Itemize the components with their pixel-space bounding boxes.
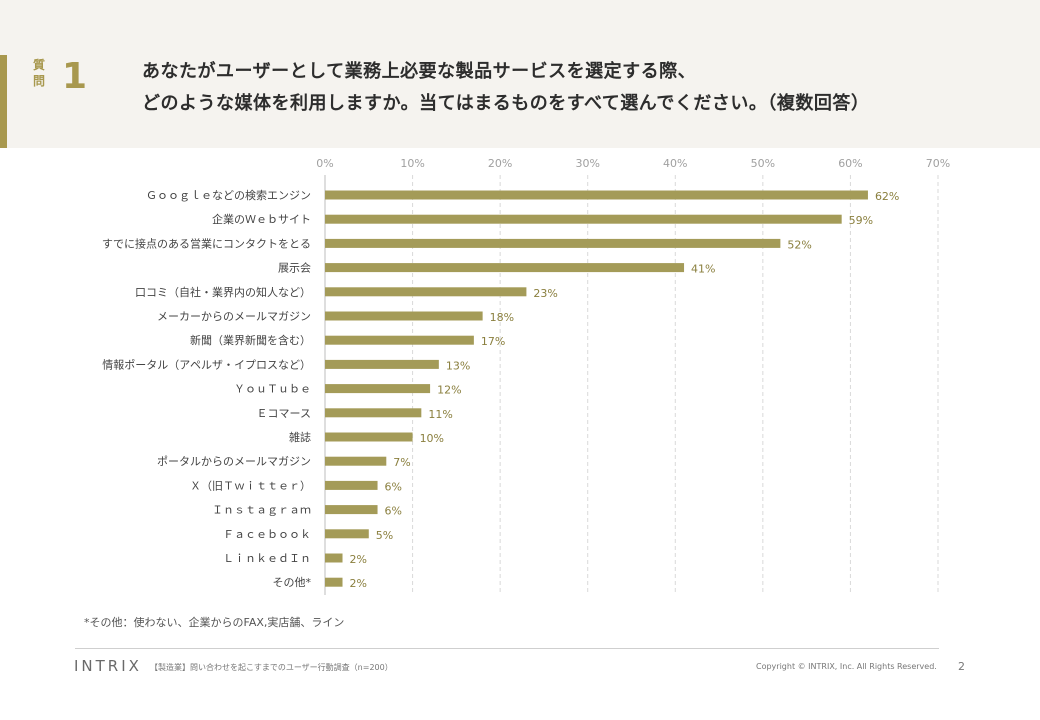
x-tick-label: 0%: [316, 157, 333, 170]
value-label: 41%: [691, 263, 715, 276]
x-tick-label: 10%: [400, 157, 424, 170]
bar: [325, 287, 527, 297]
value-label: 23%: [533, 287, 557, 300]
bar: [325, 505, 378, 515]
category-label: Ｅコマース: [257, 407, 311, 420]
bar: [325, 432, 413, 442]
x-tick-label: 30%: [575, 157, 599, 170]
value-label: 5%: [376, 529, 393, 542]
question-line-1: あなたがユーザーとして業務上必要な製品サービスを選定する際、: [142, 61, 697, 82]
header-panel: 質問 1 あなたがユーザーとして業務上必要な製品サービスを選定する際、 どのよう…: [0, 0, 1040, 148]
bar-chart: 0% 10% 20% 30% 40% 50% 60% 70% Ｇｏｏｇｌｅなどの検索エンジン 62…: [102, 157, 950, 595]
value-label: 17%: [481, 335, 505, 348]
question-text: あなたがユーザーとして業務上必要な製品サービスを選定する際、 どのような媒体を利…: [142, 56, 869, 120]
value-label: 52%: [787, 238, 811, 251]
category-label: 雑誌: [289, 430, 311, 444]
value-label: 6%: [385, 505, 402, 518]
category-label: すでに接点のある営業にコンタクトをとる: [102, 236, 311, 250]
header-accent-bar: [0, 55, 7, 148]
bar: [325, 408, 422, 418]
value-label: 6%: [385, 480, 402, 493]
bar: [325, 238, 781, 248]
value-label: 2%: [350, 577, 367, 590]
bar: [325, 190, 868, 200]
bar: [325, 335, 474, 345]
intrix-logo: INTRIX: [74, 657, 142, 675]
footnote: *その他：使わない、企業からのFAX,実店舗、ライン: [84, 616, 345, 629]
category-label: 新聞（業界新聞を含む）: [190, 333, 311, 347]
category-label: メーカーからのメールマガジン: [157, 310, 311, 323]
value-label: 10%: [420, 432, 444, 445]
category-label: 情報ポータル（アペルザ・イプロスなど）: [102, 358, 311, 371]
bar: [325, 311, 483, 321]
copyright: Copyright © INTRIX, Inc. All Rights Rese…: [756, 662, 937, 671]
value-label: 12%: [437, 384, 461, 397]
category-label: ＬｉｎｋｅｄＩｎ: [223, 552, 311, 565]
x-tick-label: 60%: [838, 157, 862, 170]
value-label: 2%: [350, 553, 367, 566]
value-label: 62%: [875, 190, 899, 203]
page-number: 2: [958, 660, 965, 673]
category-label: ポータルからのメールマガジン: [157, 455, 311, 468]
value-label: 11%: [428, 408, 452, 421]
value-label: 7%: [393, 456, 410, 469]
survey-title: 【製造業】問い合わせを起こすまでのユーザー行動調査（n=200）: [150, 663, 393, 672]
x-tick-label: 40%: [663, 157, 687, 170]
bar: [325, 577, 343, 587]
x-tick-label: 20%: [488, 157, 512, 170]
value-label: 13%: [446, 359, 470, 372]
category-label: Ｆａｃｅｂｏｏｋ: [223, 528, 311, 541]
question-number: 1: [62, 56, 88, 97]
category-label: 展示会: [278, 262, 311, 275]
value-label: 59%: [849, 214, 873, 227]
category-label: Ｇｏｏｇｌｅなどの検索エンジン: [146, 188, 311, 202]
x-tick-label: 50%: [751, 157, 775, 170]
bar: [325, 359, 439, 369]
bar: [325, 214, 842, 224]
bar: [325, 384, 431, 394]
category-label: Ｘ（旧Ｔｗｉｔｔｅｒ）: [190, 479, 311, 492]
category-label: 口コミ（自社・業界内の知人など）: [135, 285, 311, 299]
category-label: Ｉｎｓｔａｇｒａｍ: [212, 504, 311, 517]
question-line-2: どのような媒体を利用しますか。当てはまるものをすべて選んでください。（複数回答）: [142, 93, 870, 114]
bar: [325, 480, 378, 490]
bar: [325, 263, 685, 273]
category-label: ＹｏｕＴｕｂｅ: [234, 383, 311, 396]
value-label: 18%: [490, 311, 514, 324]
x-tick-label: 70%: [926, 157, 950, 170]
question-label: 質問: [32, 58, 45, 88]
footer-divider: [75, 648, 939, 649]
bar: [325, 553, 343, 563]
category-label: その他*: [273, 576, 312, 589]
bar: [325, 456, 387, 466]
category-label: 企業のＷｅｂサイト: [212, 212, 311, 226]
bar: [325, 529, 369, 539]
